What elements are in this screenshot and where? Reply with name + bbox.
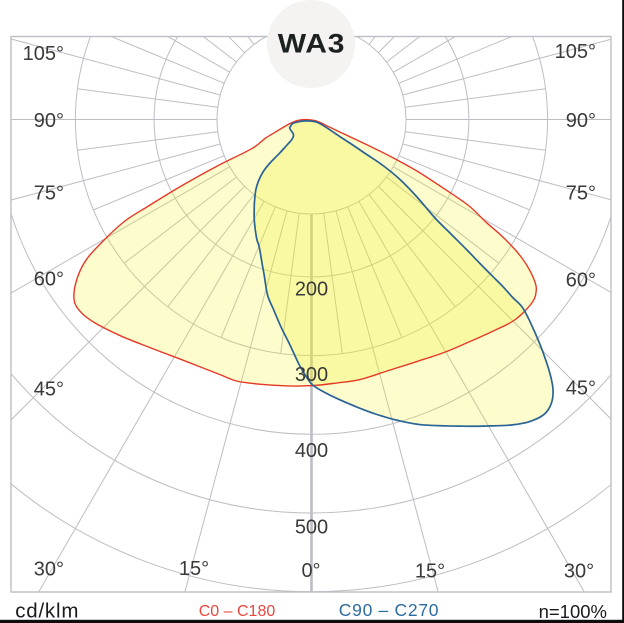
svg-text:45°: 45° xyxy=(566,378,596,400)
svg-text:400: 400 xyxy=(295,440,328,462)
svg-text:n=100%: n=100% xyxy=(539,601,607,622)
svg-text:75°: 75° xyxy=(34,183,64,205)
svg-text:300: 300 xyxy=(295,364,328,386)
svg-text:200: 200 xyxy=(295,279,328,301)
svg-text:0°: 0° xyxy=(301,560,320,582)
svg-text:WA3: WA3 xyxy=(278,29,345,59)
svg-text:60°: 60° xyxy=(34,269,64,291)
svg-text:45°: 45° xyxy=(34,379,64,401)
svg-text:75°: 75° xyxy=(566,183,596,205)
svg-text:15°: 15° xyxy=(415,560,445,582)
svg-text:60°: 60° xyxy=(566,270,596,292)
svg-text:C0 – C180: C0 – C180 xyxy=(199,603,276,620)
svg-text:105°: 105° xyxy=(23,43,64,65)
svg-text:15°: 15° xyxy=(179,558,209,580)
svg-text:30°: 30° xyxy=(564,560,594,582)
svg-text:C90 – C270: C90 – C270 xyxy=(339,600,439,620)
svg-text:90°: 90° xyxy=(566,110,596,132)
svg-text:105°: 105° xyxy=(555,41,596,63)
svg-text:500: 500 xyxy=(295,517,328,539)
svg-text:90°: 90° xyxy=(34,110,64,132)
svg-text:cd/klm: cd/klm xyxy=(15,599,79,622)
svg-text:30°: 30° xyxy=(34,559,64,581)
